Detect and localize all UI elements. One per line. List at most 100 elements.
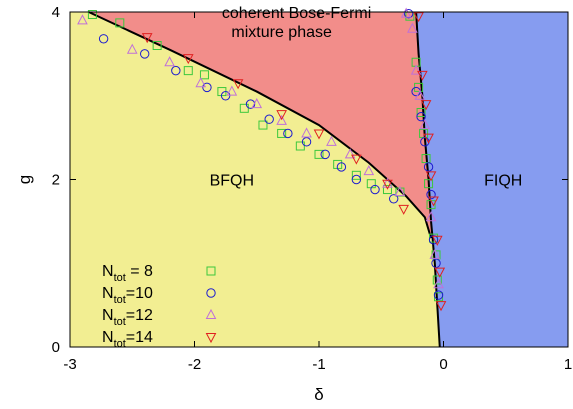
legend-label-main: N [102,285,114,302]
series-2-point [363,165,375,176]
series-0-point [87,10,97,20]
series-0-point [382,185,392,195]
legend-label-sub: tot [114,316,126,328]
series-3-point [398,204,409,215]
legend-marker [206,288,216,298]
series-1-point [171,65,181,76]
legend-entry: Ntot = 8 [102,263,216,284]
series-1-point [403,8,414,19]
legend-label-rest: =12 [126,307,153,324]
legend-marker [205,308,217,319]
series-0-point [199,70,209,80]
legend-label: Ntot=10 [102,285,153,306]
series-2-point [407,22,418,33]
series-2-point [126,43,138,54]
mixture-label-line-2: mixture phase [231,24,332,41]
series-2-point [301,127,312,138]
legend-label-rest: =14 [126,329,153,346]
series-1-point [320,149,330,160]
legend-label-main: N [102,329,114,346]
series-2-point [425,211,437,222]
series-2-point [433,278,444,289]
legend-label: Ntot = 8 [102,263,153,284]
series-1-point [264,114,274,124]
series-3-point [232,79,244,90]
x-tick-label: -1 [312,356,325,373]
series-3-point [435,301,447,312]
series-2-point [276,114,287,125]
series-1-point [98,34,109,44]
legend-entry: Ntot=10 [102,285,216,306]
y-axis-label: g [15,175,34,184]
series-2-point [326,135,337,146]
y-tick-label: 4 [52,4,60,21]
legend-marker [205,333,217,344]
legend-label-main: N [102,307,114,324]
series-1-point [336,162,347,172]
series-3-point [417,70,428,81]
series-3-point [423,133,434,144]
series-3-point [428,196,439,207]
axis-ticks: -3 -2 -1 0 1 0 2 4 [52,4,573,373]
series-3-point [413,12,424,23]
series-1-point [351,174,362,185]
series-2-point [382,177,393,188]
legend-label-rest: =10 [126,285,153,302]
boundary-line-0 [88,11,433,239]
series-0-point [416,108,426,117]
data-markers [77,7,447,312]
y-tick-label: 2 [52,172,60,189]
legend-label-sub: tot [114,272,126,284]
series-2-point [429,248,441,259]
series-3-point [425,171,437,182]
legend-label: Ntot=12 [102,307,153,328]
legend-label-sub: tot [114,294,126,306]
x-tick-label: 0 [439,356,447,373]
series-2-point [251,98,263,109]
series-3-point [420,100,432,111]
series-2-point [419,118,431,130]
x-tick-label: -3 [63,356,76,373]
series-2-point [77,14,88,25]
series-0-point [277,128,287,138]
series-3-point [141,33,153,44]
series-2-point [400,7,412,18]
series-1-point [140,49,150,59]
series-3-point [431,235,443,246]
series-1-point [220,91,231,101]
series-0-point [115,18,125,28]
series-3-point [434,267,446,278]
series-1-point [423,162,434,172]
legend-label-main: N [102,263,114,280]
x-axis-label: δ [314,385,323,404]
plot-area [69,7,569,348]
legend-label-sub: tot [114,338,126,350]
series-3-point [351,154,362,165]
series-1-point [245,99,256,109]
series-3-point [182,54,194,65]
series-1-point [389,194,399,204]
series-0-point [314,149,324,159]
series-1-point [202,82,212,93]
x-tick-label: 1 [564,356,572,373]
series-1-point [283,128,293,139]
series-0-point [183,66,193,76]
series-2-point [394,185,406,197]
y-tick-label: 0 [52,339,60,356]
series-1-point [433,290,444,300]
series-0-point [421,154,431,164]
fiqh-label: FIQH [484,172,522,189]
series-3-point [313,129,325,140]
series-1-point [428,235,439,245]
series-0-point [424,179,434,189]
x-tick-label: -2 [188,356,201,373]
series-0-point [432,275,442,285]
series-2-point [344,148,356,159]
legend-label-rest: = 8 [126,263,153,280]
fiqh-region [416,12,568,347]
legend-label: Ntot=14 [102,329,153,350]
series-1-point [416,111,426,122]
mixture-phase-region [88,12,432,239]
series-2-point [195,77,207,88]
series-2-point [410,64,422,75]
